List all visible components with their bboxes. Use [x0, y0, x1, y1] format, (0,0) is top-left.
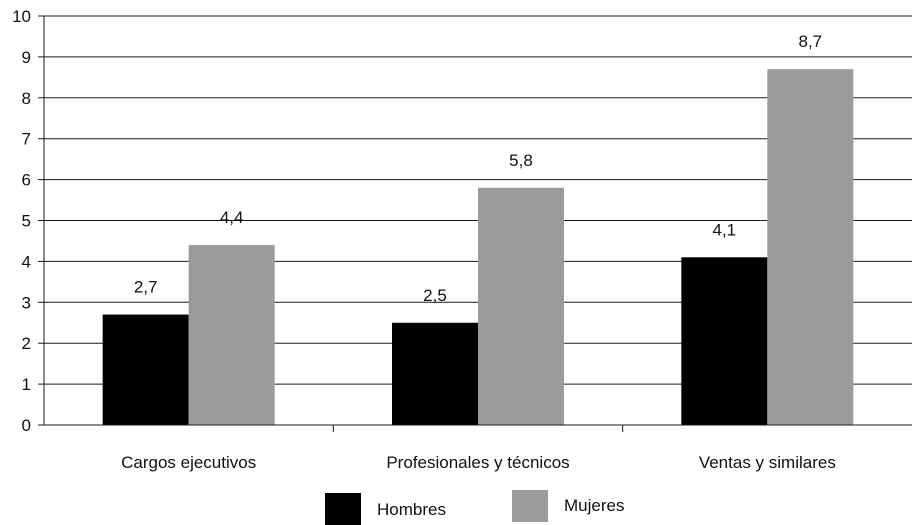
- legend-label: Hombres: [377, 500, 446, 519]
- bar-mujeres: [188, 245, 275, 425]
- axes: [38, 15, 912, 432]
- y-tick-label: 5: [22, 212, 31, 231]
- x-category-label: Profesionales y técnicos: [386, 453, 569, 472]
- y-tick-label: 3: [22, 293, 31, 312]
- legend-label: Mujeres: [564, 496, 624, 515]
- bar-hombres: [392, 322, 478, 425]
- data-label: 2,7: [134, 278, 158, 297]
- y-tick-label: 9: [22, 48, 31, 67]
- x-category-labels: Cargos ejecutivos Profesionales y técnico…: [121, 453, 836, 472]
- y-tick-label: 8: [22, 89, 31, 108]
- bars: [102, 69, 854, 426]
- legend-swatch-hombres: [325, 493, 361, 525]
- y-tick-labels: 0 1 2 3 4 5 6 7 8 9 10: [12, 7, 31, 435]
- y-tick-label: 7: [22, 130, 31, 149]
- data-label: 8,7: [799, 32, 823, 51]
- legend: Hombres Mujeres: [325, 490, 624, 525]
- bar-hombres: [102, 314, 189, 425]
- y-tick-label: 0: [22, 416, 31, 435]
- bar-mujeres: [478, 187, 564, 425]
- y-tick-label: 1: [22, 375, 31, 394]
- data-label: 5,8: [509, 151, 533, 170]
- y-tick-label: 6: [22, 171, 31, 190]
- legend-swatch-mujeres: [512, 490, 548, 522]
- y-tick-label: 10: [12, 7, 31, 26]
- x-category-label: Cargos ejecutivos: [121, 453, 256, 472]
- x-category-label: Ventas y similares: [699, 453, 836, 472]
- data-label: 2,5: [423, 286, 447, 305]
- bar-mujeres: [767, 69, 854, 426]
- data-labels: 2,7 4,4 2,5 5,8 4,1 8,7: [134, 32, 822, 305]
- bar-hombres: [681, 257, 768, 425]
- data-label: 4,4: [220, 208, 244, 227]
- data-label: 4,1: [713, 220, 737, 239]
- y-tick-label: 2: [22, 334, 31, 353]
- y-tick-label: 4: [22, 252, 31, 271]
